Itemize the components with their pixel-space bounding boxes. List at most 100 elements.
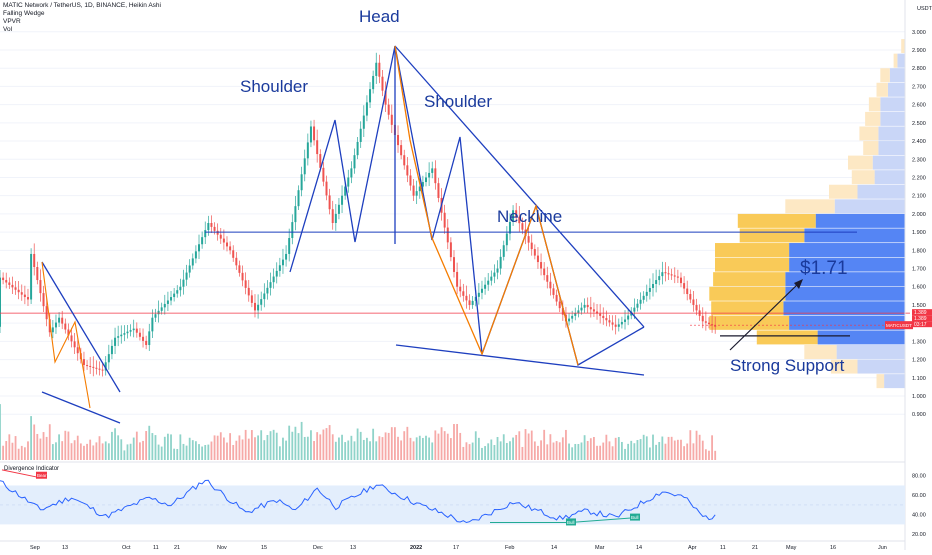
candle-body <box>288 238 291 254</box>
candle-body <box>639 299 642 304</box>
volume-bar <box>132 437 135 460</box>
price-tick: 1.100 <box>912 376 926 382</box>
volume-bar <box>701 440 704 460</box>
candle-body <box>51 327 54 333</box>
candle-body <box>586 304 589 308</box>
volume-bar <box>421 437 424 460</box>
vp-bar-down <box>859 126 879 141</box>
time-tick: 21 <box>174 545 180 550</box>
candle-body <box>676 276 679 278</box>
candle-body <box>170 297 173 301</box>
candle-body <box>182 279 185 287</box>
time-tick: 13 <box>350 545 356 550</box>
volume-bar <box>359 431 362 460</box>
candle-body <box>468 300 471 305</box>
volume-bar <box>285 440 287 460</box>
vp-bar-down <box>830 359 858 374</box>
volume-bar <box>577 443 580 460</box>
volume-bar <box>20 445 23 460</box>
volume-bar <box>210 441 213 460</box>
candle-body <box>512 210 515 222</box>
volume-bar <box>291 431 294 460</box>
candle-body <box>123 333 126 335</box>
candle-body <box>633 307 636 312</box>
candle-body <box>76 347 79 354</box>
volume-bar <box>275 432 278 460</box>
volume-bar <box>331 434 334 460</box>
volume-bar <box>366 437 368 460</box>
volume-bar <box>515 434 518 460</box>
volume-bar <box>630 440 633 460</box>
indicator-vol[interactable]: Vol <box>3 26 13 33</box>
time-tick: 21 <box>752 545 758 550</box>
oscillator-tick: 60.00 <box>912 493 926 499</box>
volume-bar <box>673 440 676 460</box>
candle-body <box>278 265 281 271</box>
price-tick: 2.400 <box>912 139 926 145</box>
price-axis-currency: USDT <box>917 6 932 12</box>
volume-bar <box>692 443 695 460</box>
volume-bar <box>658 442 661 460</box>
volume-bar <box>708 450 710 460</box>
volume-bar <box>518 431 521 460</box>
vp-bar-down <box>709 286 786 301</box>
volume-bar <box>521 446 524 460</box>
candle-body <box>297 190 300 207</box>
candle-body <box>341 195 344 205</box>
volume-bar <box>126 444 129 460</box>
volume-bar <box>83 445 85 460</box>
vp-bar-down <box>713 272 786 287</box>
candle-body <box>120 334 123 337</box>
volume-bar <box>198 444 200 460</box>
volume-bar <box>216 435 219 460</box>
volume-bar <box>303 436 306 460</box>
volume-bar <box>394 427 396 460</box>
candle-body <box>64 323 67 330</box>
candle-body <box>294 206 297 223</box>
volume-bar <box>655 444 658 460</box>
candle-body <box>322 167 325 182</box>
candle-body <box>0 277 1 327</box>
candle-body <box>219 234 222 239</box>
volume-bar <box>714 450 717 460</box>
vp-bar-up <box>785 272 905 287</box>
candle-body <box>179 286 182 291</box>
vp-bar-up <box>789 315 905 330</box>
candle-body <box>599 313 602 316</box>
time-tick: 13 <box>62 545 68 550</box>
volume-bar <box>490 439 493 460</box>
candle-body <box>571 315 574 319</box>
volume-bar <box>114 428 116 460</box>
candle-body <box>291 222 294 239</box>
volume-bar <box>487 443 490 460</box>
volume-bar <box>502 434 505 460</box>
volume-bar <box>288 425 291 460</box>
candle-body <box>527 236 530 243</box>
candle-body <box>679 277 682 284</box>
vp-bar-down <box>863 141 879 156</box>
volume-bar <box>55 442 57 460</box>
indicator-vpvr[interactable]: VPVR <box>3 18 21 25</box>
vp-bar-up <box>789 257 905 272</box>
candle-body <box>620 321 623 325</box>
candle-body <box>375 62 378 76</box>
candle-body <box>493 272 496 277</box>
candle-body <box>5 280 8 283</box>
time-tick: 15 <box>261 545 267 550</box>
volume-bar <box>683 446 685 460</box>
candle-body <box>319 154 322 168</box>
volume-bar <box>614 437 617 460</box>
volume-bar <box>61 441 64 460</box>
vp-bar-down <box>739 228 805 243</box>
vp-bar-up <box>878 126 905 141</box>
volume-bar <box>409 437 412 460</box>
oscillator-title: Divergence Indicator <box>4 466 59 472</box>
candle-body <box>462 291 465 296</box>
indicator-falling-wedge[interactable]: Falling Wedge <box>3 10 45 17</box>
candle-body <box>232 250 235 258</box>
candle-body <box>222 238 225 243</box>
price-tick: 1.900 <box>912 230 926 236</box>
time-tick: Apr <box>688 545 697 550</box>
